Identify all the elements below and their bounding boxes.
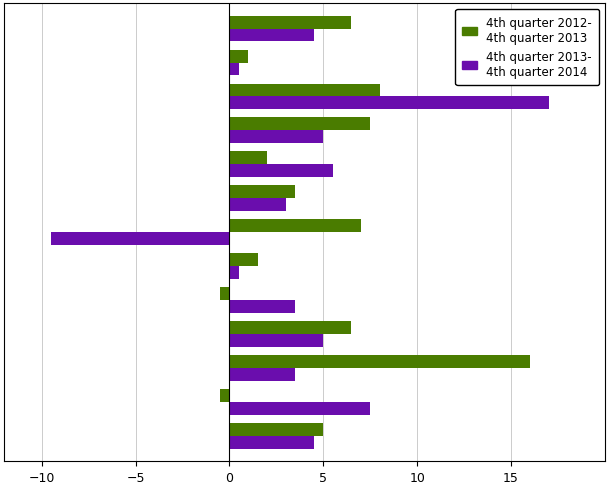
Bar <box>230 254 258 266</box>
Bar <box>230 301 295 313</box>
Bar <box>230 423 323 436</box>
Bar <box>220 287 230 301</box>
Bar <box>230 368 295 381</box>
Bar <box>230 30 314 42</box>
Bar <box>230 51 248 63</box>
Bar <box>230 436 314 448</box>
Bar <box>230 165 333 178</box>
Bar <box>51 233 230 245</box>
Bar <box>230 186 295 199</box>
Bar <box>230 84 379 97</box>
Bar <box>230 97 549 110</box>
Bar <box>230 402 370 415</box>
Bar <box>230 152 267 165</box>
Bar <box>230 199 286 212</box>
Bar <box>230 355 530 368</box>
Bar <box>230 322 351 334</box>
Bar <box>230 17 351 30</box>
Bar <box>220 389 230 402</box>
Bar <box>230 131 323 144</box>
Legend: 4th quarter 2012-
4th quarter 2013, 4th quarter 2013-
4th quarter 2014: 4th quarter 2012- 4th quarter 2013, 4th … <box>456 10 599 86</box>
Bar <box>230 220 361 233</box>
Bar <box>230 266 239 279</box>
Bar <box>230 118 370 131</box>
Bar <box>230 334 323 347</box>
Bar <box>230 63 239 76</box>
